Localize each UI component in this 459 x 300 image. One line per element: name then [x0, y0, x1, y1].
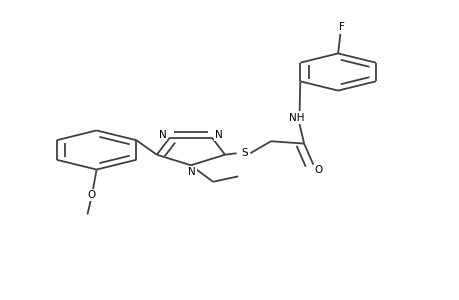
- Text: O: O: [88, 190, 96, 200]
- Text: N: N: [188, 167, 195, 177]
- Text: N: N: [158, 130, 166, 140]
- Text: NH: NH: [289, 112, 304, 122]
- Text: N: N: [215, 130, 223, 140]
- Text: O: O: [314, 165, 322, 175]
- Text: S: S: [241, 148, 247, 158]
- Text: F: F: [338, 22, 344, 32]
